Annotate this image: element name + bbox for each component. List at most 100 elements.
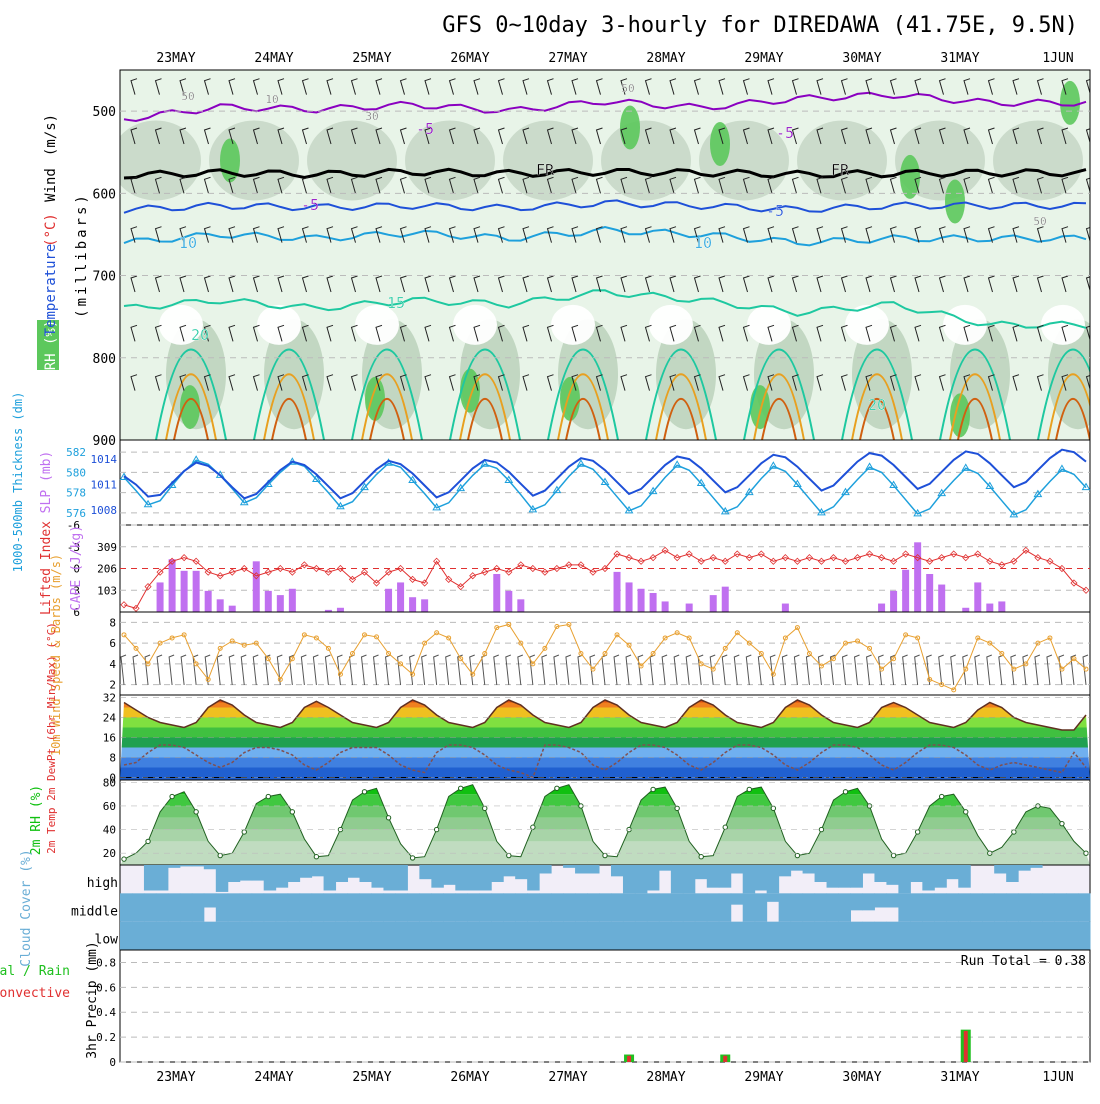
thickness-tick-label: 578 xyxy=(66,487,86,500)
wind-barb-10m xyxy=(661,654,668,686)
cloud-bar-low xyxy=(215,921,229,950)
thickness-marker xyxy=(624,505,634,514)
wind-barb-10m xyxy=(397,654,403,686)
cape-ylabel-text: CAPE (J/kg) xyxy=(69,525,84,611)
cloud-bar-high xyxy=(622,865,636,894)
lifted-marker xyxy=(409,575,417,583)
wind-speed-marker xyxy=(867,645,873,651)
cloud-bar-low xyxy=(347,921,361,950)
slp-tick-label: 1008 xyxy=(91,504,118,517)
cloud-bar-low xyxy=(443,921,456,950)
wind-barb xyxy=(963,226,971,243)
temperature-contour-20 xyxy=(1037,348,1090,441)
wind-barb-10m xyxy=(204,654,211,686)
wind-barb xyxy=(1085,374,1090,391)
cloud-bar-middle xyxy=(227,893,241,922)
cloud-bar-middle xyxy=(335,893,349,922)
lifted-tick-label: 6 xyxy=(73,606,80,619)
rh-gray-area xyxy=(852,319,912,430)
cape-bar xyxy=(517,599,525,612)
cloud-bar-high xyxy=(886,865,899,885)
wind-barb xyxy=(1012,127,1020,145)
wind-barb xyxy=(938,374,946,391)
temp-bands xyxy=(120,700,1090,780)
lifted-marker xyxy=(529,564,537,573)
cloud-bar-low xyxy=(1054,921,1067,950)
cloud-bar-high xyxy=(395,865,408,891)
wind-barb xyxy=(595,78,603,95)
wind-barb xyxy=(203,275,211,293)
pressure-tick-label: 600 xyxy=(93,187,116,202)
cloud-bar-high xyxy=(634,865,648,894)
lifted-marker xyxy=(565,561,573,569)
wind-speed-marker xyxy=(542,645,548,651)
wind-barb xyxy=(130,176,138,194)
cloud-bar-low xyxy=(407,921,420,950)
wind-barb xyxy=(1036,324,1044,342)
cloud-bar-middle xyxy=(766,893,780,902)
cloud-bar-low xyxy=(814,921,828,950)
lifted-marker xyxy=(673,554,681,562)
lifted-marker xyxy=(938,554,946,562)
cloud-bar-high xyxy=(299,865,313,878)
wind-barb xyxy=(252,275,260,293)
wind-speed-marker xyxy=(782,635,788,641)
cloud-bar-high xyxy=(946,865,959,880)
temperature-contour-20 xyxy=(155,348,227,441)
wind-barb-10m xyxy=(276,654,283,686)
contour-label: -5 xyxy=(416,120,434,138)
contour-label: FR xyxy=(536,161,555,179)
cloud-level-label: low xyxy=(95,933,119,948)
cloud-bar-high xyxy=(862,865,875,874)
wind-barb xyxy=(277,78,285,95)
lifted-marker xyxy=(348,575,357,583)
pressure-tick-label: 900 xyxy=(93,434,116,449)
wind-barb xyxy=(497,78,505,95)
temp-band xyxy=(120,767,1090,780)
wind-barb xyxy=(522,226,530,243)
cloud-bar-high xyxy=(910,865,923,882)
rh-marker xyxy=(217,852,223,859)
wind-speed-marker xyxy=(963,666,969,672)
wind-barb xyxy=(840,78,848,95)
wind-barb xyxy=(816,176,824,194)
wind-barb xyxy=(987,374,995,391)
contour-label: 10 xyxy=(694,234,712,252)
wind-barb xyxy=(179,374,187,391)
wind-barb xyxy=(791,78,799,95)
cross-section-ylabel-right: (millibars) xyxy=(74,192,90,318)
thickness-marker xyxy=(865,462,874,470)
wind-barb xyxy=(963,176,971,194)
wind-barb xyxy=(644,324,652,342)
lifted-marker xyxy=(1022,546,1030,554)
wind-barb xyxy=(595,127,603,145)
date-label-top: 27MAY xyxy=(548,51,587,66)
cloud-bar-low xyxy=(790,921,804,950)
wind-barb xyxy=(1085,128,1090,145)
wind-barb xyxy=(497,324,505,342)
wind-barb xyxy=(179,226,187,243)
wind-barb xyxy=(154,226,162,243)
cloud-bar-low xyxy=(862,921,875,950)
rh-marker xyxy=(698,854,704,860)
cross-section-ylabel-part: (m/s) xyxy=(43,114,59,156)
lifted-marker xyxy=(878,554,886,562)
cloud-bar-high xyxy=(491,865,504,882)
wind-barb xyxy=(1061,226,1069,243)
convective-bar xyxy=(627,1055,632,1062)
wind-barb xyxy=(424,275,432,293)
wind-barb xyxy=(693,78,701,95)
wind-barb-10m xyxy=(493,654,499,686)
wind-barb xyxy=(252,127,260,145)
wind-speed-marker xyxy=(289,656,295,662)
wind-barb xyxy=(497,176,505,194)
date-label-top: 24MAY xyxy=(254,51,293,66)
wind-barb xyxy=(301,226,309,243)
date-label-bottom: 27MAY xyxy=(548,1070,587,1085)
temperature-contour-20 xyxy=(253,348,325,441)
lifted-marker xyxy=(733,550,741,558)
date-label-top: 25MAY xyxy=(352,51,391,66)
wind-barb xyxy=(963,275,971,293)
cloud-bar-high xyxy=(443,865,456,885)
